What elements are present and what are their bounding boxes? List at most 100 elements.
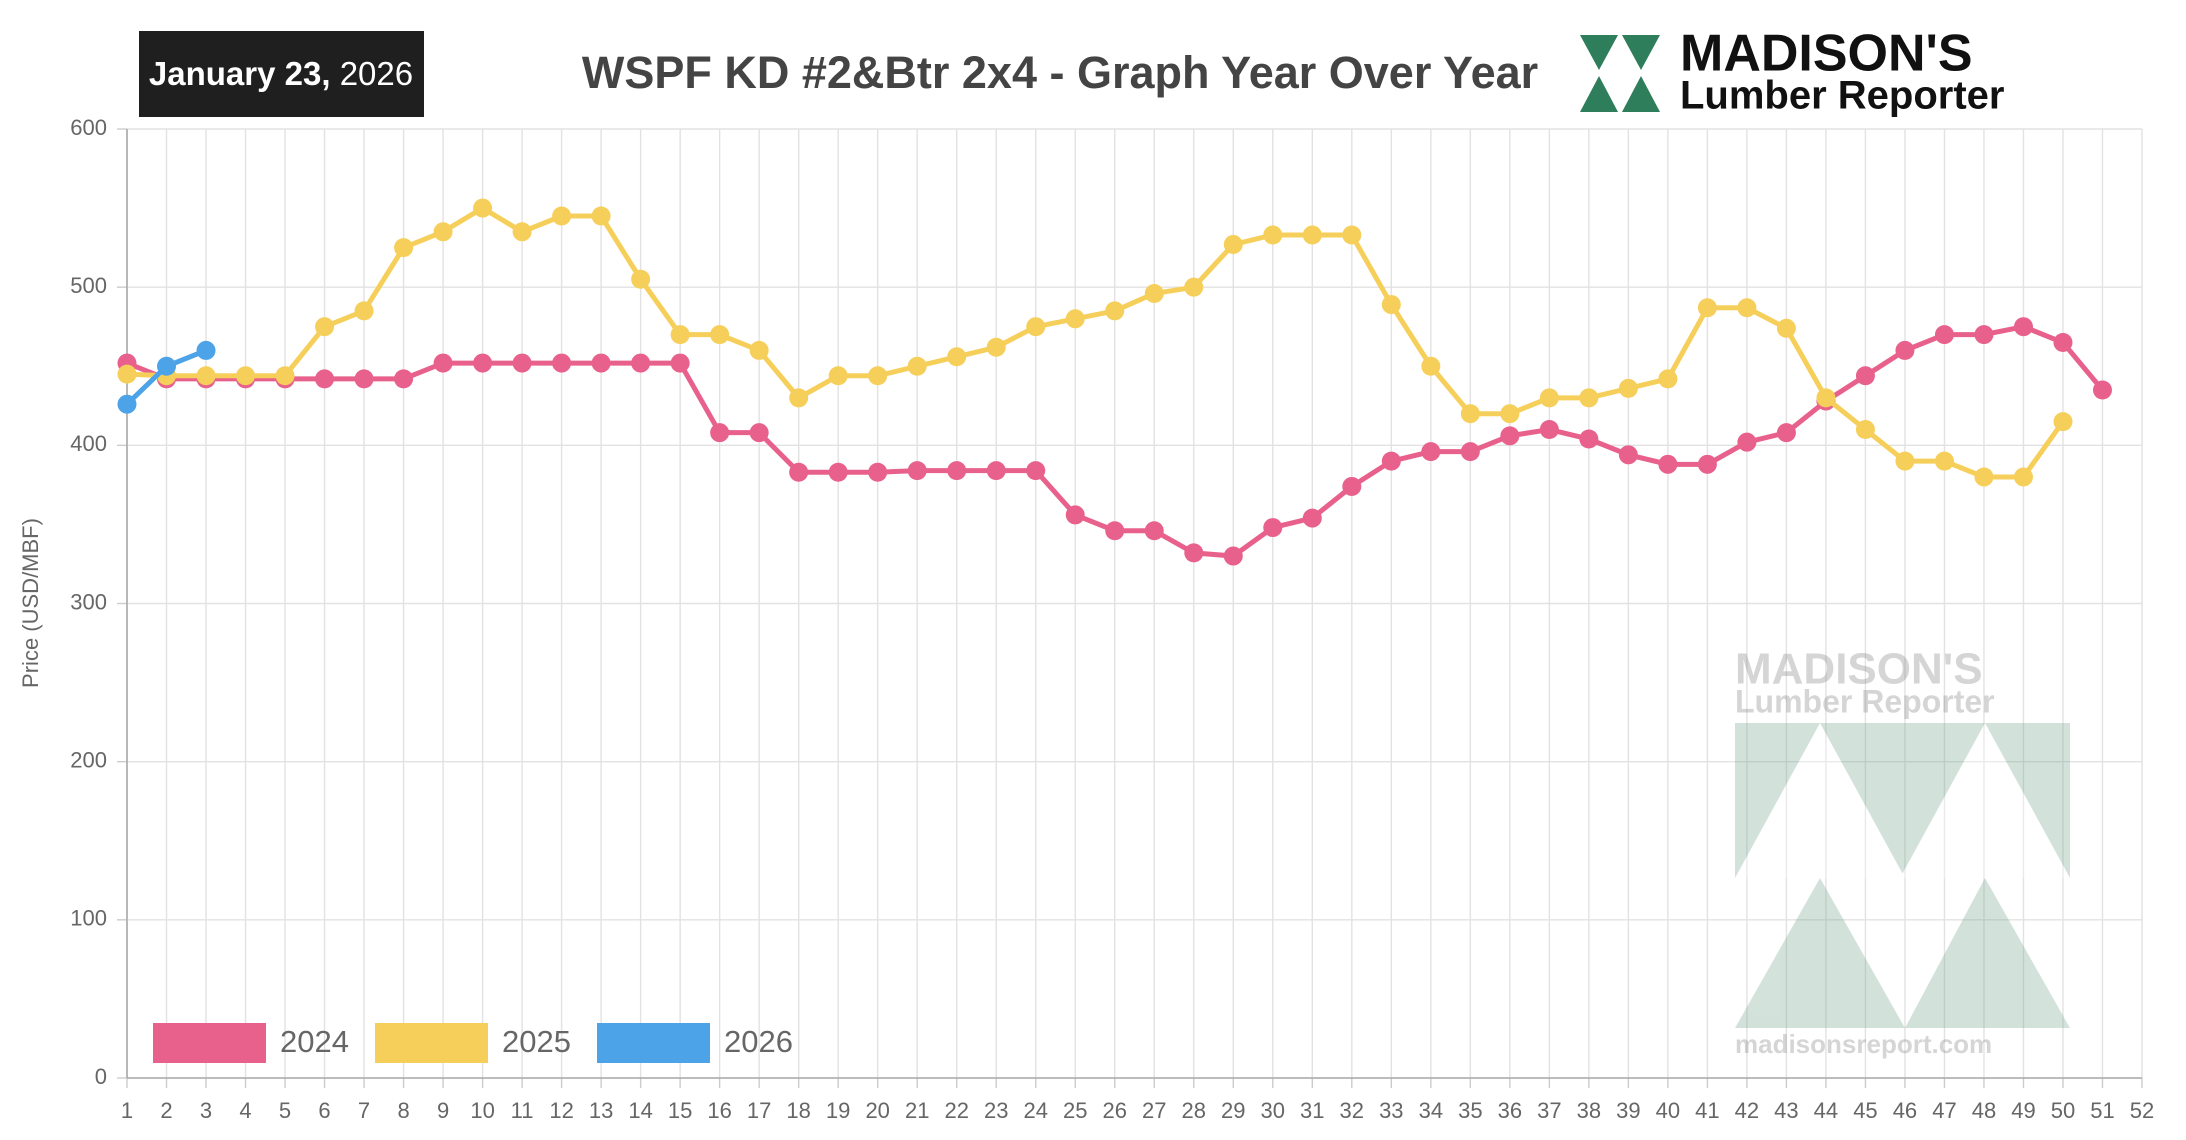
point — [631, 269, 651, 289]
point — [789, 388, 809, 408]
point — [1974, 467, 1994, 487]
point — [2092, 380, 2112, 400]
point — [1895, 451, 1915, 471]
series — [117, 198, 2073, 487]
x-tick-label: 41 — [1695, 1098, 1719, 1123]
x-tick-label: 29 — [1221, 1098, 1245, 1123]
point — [1618, 445, 1638, 465]
x-tick-label: 43 — [1774, 1098, 1798, 1123]
point — [631, 353, 651, 373]
watermark: MADISON'S Lumber Reporter madisonsreport… — [1735, 645, 2070, 1059]
point — [2053, 333, 2073, 353]
x-tick-label: 25 — [1063, 1098, 1087, 1123]
logo-triangle — [1622, 35, 1660, 70]
point — [947, 347, 967, 367]
point — [2013, 467, 2033, 487]
point — [1658, 369, 1678, 389]
point — [1421, 356, 1441, 376]
x-tick-label: 18 — [786, 1098, 810, 1123]
series — [117, 340, 216, 414]
point — [1065, 309, 1085, 329]
point — [591, 353, 611, 373]
point — [1934, 451, 1954, 471]
y-tick-label: 600 — [70, 115, 107, 140]
watermark-triangle — [1735, 723, 1905, 878]
point — [433, 222, 453, 242]
watermark-triangle — [1905, 878, 2070, 1028]
point — [2053, 412, 2073, 432]
point — [2013, 317, 2033, 337]
x-tick-label: 17 — [747, 1098, 771, 1123]
point — [1421, 442, 1441, 462]
watermark-name: MADISON'S — [1735, 645, 1983, 694]
point — [1144, 283, 1164, 303]
point — [1934, 325, 1954, 345]
point — [1658, 454, 1678, 474]
x-tick-label: 21 — [905, 1098, 929, 1123]
legend-label: 2024 — [280, 1024, 349, 1059]
x-tick-label: 4 — [239, 1098, 251, 1123]
x-tick-label: 7 — [358, 1098, 370, 1123]
point — [552, 206, 572, 226]
logo-name: MADISON'S — [1680, 25, 1973, 83]
point — [433, 353, 453, 373]
x-tick-label: 51 — [2090, 1098, 2114, 1123]
point — [1184, 543, 1204, 563]
point — [512, 222, 532, 242]
grid — [126, 128, 2143, 1079]
point — [828, 366, 848, 386]
point — [1342, 225, 1362, 245]
x-tick-label: 9 — [437, 1098, 449, 1123]
watermark-triangle — [1900, 723, 2070, 878]
point — [1302, 225, 1322, 245]
x-tick-label: 11 — [511, 1098, 534, 1123]
point — [789, 462, 809, 482]
point — [1105, 301, 1125, 321]
x-tick-label: 5 — [279, 1098, 291, 1123]
x-tick-label: 12 — [549, 1098, 573, 1123]
x-tick-label: 20 — [865, 1098, 889, 1123]
point — [1618, 378, 1638, 398]
point — [1184, 277, 1204, 297]
x-tick-label: 39 — [1616, 1098, 1640, 1123]
point — [868, 366, 888, 386]
point — [1539, 420, 1559, 440]
point — [1855, 420, 1875, 440]
x-tick-label: 33 — [1379, 1098, 1403, 1123]
point — [749, 423, 769, 443]
x-tick-label: 22 — [944, 1098, 968, 1123]
watermark-triangle — [1735, 878, 1905, 1028]
point — [1737, 298, 1757, 318]
legend-label: 2025 — [502, 1024, 571, 1059]
point — [1737, 432, 1757, 452]
x-tick-label: 50 — [2051, 1098, 2075, 1123]
point — [907, 356, 927, 376]
x-tick-label: 36 — [1498, 1098, 1522, 1123]
watermark-band — [1735, 723, 2070, 878]
point — [1263, 518, 1283, 538]
legend-label: 2026 — [724, 1024, 793, 1059]
x-tick-label: 28 — [1182, 1098, 1206, 1123]
legend-swatch — [597, 1023, 710, 1063]
logo: MADISON'S Lumber Reporter — [1580, 25, 2005, 118]
point — [1460, 442, 1480, 462]
point — [117, 364, 137, 384]
point — [473, 198, 493, 218]
legend-swatch — [153, 1023, 266, 1063]
point — [986, 461, 1006, 481]
point — [1974, 325, 1994, 345]
x-tick-label: 2 — [160, 1098, 172, 1123]
x-tick-label: 37 — [1537, 1098, 1561, 1123]
x-tick-label: 24 — [1023, 1098, 1047, 1123]
point — [1460, 404, 1480, 424]
x-tick-label: 23 — [984, 1098, 1008, 1123]
point — [1697, 298, 1717, 318]
date-month-day: January 23, — [149, 55, 331, 92]
logo-triangle — [1580, 76, 1618, 112]
x-tick-label: 35 — [1458, 1098, 1482, 1123]
x-tick-label: 8 — [397, 1098, 409, 1123]
point — [1579, 388, 1599, 408]
legend-swatch — [375, 1023, 488, 1063]
point — [1065, 505, 1085, 525]
point — [354, 301, 374, 321]
